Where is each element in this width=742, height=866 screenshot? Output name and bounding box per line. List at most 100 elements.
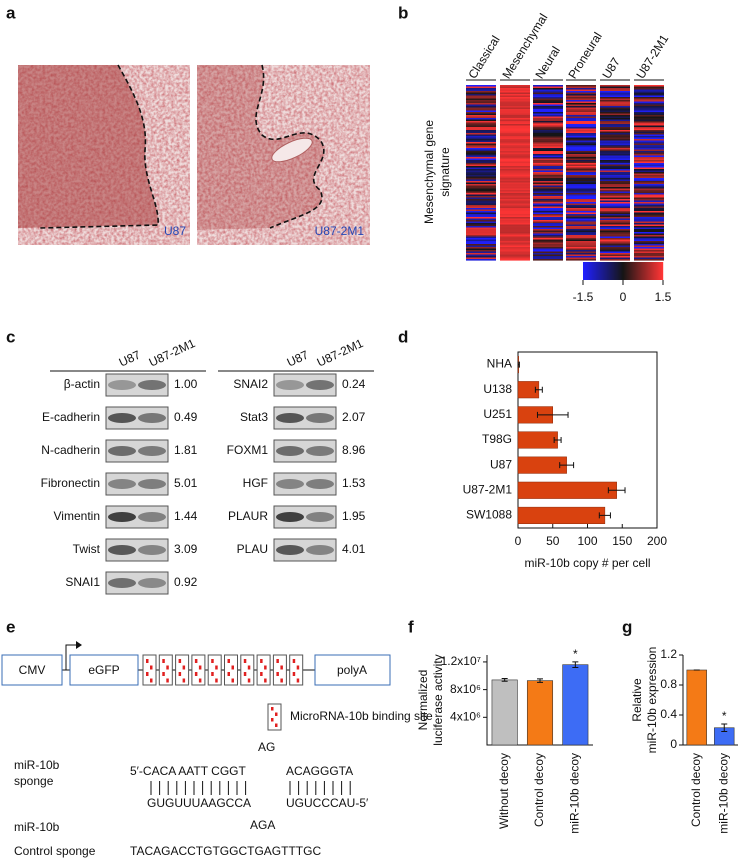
heatmap-cell <box>533 209 563 212</box>
category-label: U251 <box>483 407 512 421</box>
heatmap-cell <box>533 125 563 128</box>
blot-band <box>306 545 334 555</box>
heatmap-cell <box>600 236 630 239</box>
heatmap-cell <box>600 133 630 135</box>
heatmap-cell <box>500 91 530 93</box>
blot-band <box>108 413 136 423</box>
bulge: AG <box>258 740 275 754</box>
heatmap-cell <box>600 188 630 191</box>
colorbar-cell <box>634 262 636 280</box>
heatmap-cell <box>466 241 496 243</box>
colorbar-cell <box>590 262 592 280</box>
heatmap-cell <box>600 119 630 122</box>
bar <box>526 680 554 746</box>
heatmap-cell <box>634 229 664 231</box>
heatmap-cell <box>600 248 630 251</box>
element-label: eGFP <box>88 663 119 677</box>
heatmap-cell <box>634 146 664 149</box>
heatmap-cell <box>466 86 496 89</box>
blot-band <box>276 545 304 555</box>
heatmap-cell <box>600 158 630 161</box>
heatmap-cell <box>466 152 496 155</box>
category-label: SW1088 <box>466 508 512 522</box>
heatmap-cell <box>466 122 496 125</box>
heatmap-cell <box>533 206 563 209</box>
heatmap-cell <box>533 232 563 234</box>
heatmap-cell <box>634 119 664 122</box>
heatmap-cell <box>466 209 496 212</box>
colorbar-cell <box>596 262 598 280</box>
heatmap-cell <box>566 140 596 143</box>
heatmap-cell <box>466 194 496 197</box>
heatmap-cell <box>533 257 563 260</box>
promoter-arrow <box>65 644 78 670</box>
lane-label: U87-2M1 <box>147 336 198 370</box>
x-tick-label: 50 <box>546 534 560 548</box>
heatmap-cell <box>566 145 596 147</box>
heatmap-cell <box>466 106 496 108</box>
heatmap-cell <box>533 115 563 117</box>
blot-strip <box>105 505 169 529</box>
heatmap-cell <box>634 95 664 98</box>
heatmap-cell <box>500 109 530 111</box>
heatmap-cell <box>500 158 530 161</box>
heatmap-cell <box>533 134 563 137</box>
heatmap-cell <box>600 245 630 248</box>
heatmap-cell <box>500 188 530 191</box>
heatmap-cell <box>600 151 630 153</box>
panel-label: b <box>398 3 408 22</box>
heatmap-cell <box>466 226 496 228</box>
heatmap-cell <box>600 257 630 260</box>
heatmap-cell <box>566 151 596 153</box>
heatmap-cell <box>566 115 596 117</box>
heatmap-cell <box>533 89 563 92</box>
heatmap-cell <box>634 226 664 228</box>
heatmap-cell <box>566 124 596 126</box>
blot-band <box>138 413 166 423</box>
heatmap-cell <box>634 164 664 167</box>
heatmap-cell <box>533 182 563 185</box>
heatmap-cell <box>566 247 596 249</box>
heatmap-cell <box>566 185 596 188</box>
heatmap-cell <box>634 131 664 134</box>
protein-label: HGF <box>243 476 268 490</box>
heatmap-cell <box>533 250 563 252</box>
heatmap-cell <box>600 190 630 192</box>
heatmap-cell <box>500 251 530 254</box>
tumor-boundary <box>39 64 159 229</box>
site-dot <box>260 659 263 663</box>
heatmap-cell <box>600 214 630 216</box>
heatmap-cell <box>566 127 596 129</box>
heatmap-cell <box>566 175 596 177</box>
heatmap-cell <box>533 158 563 161</box>
heatmap-cell <box>566 155 596 158</box>
heatmap-cell <box>533 116 563 119</box>
y-tick-label: 8x10⁶ <box>450 682 481 696</box>
heatmap-cell <box>600 106 630 108</box>
colorbar-cell <box>639 262 641 280</box>
heatmap-cell <box>466 197 496 200</box>
blot-strip <box>105 538 169 562</box>
heatmap-cell <box>500 85 530 87</box>
colorbar-cell <box>631 262 633 280</box>
heatmap-cell <box>533 196 563 198</box>
heatmap-cell <box>634 256 664 258</box>
heatmap-cell <box>566 143 596 146</box>
site-dot <box>211 659 214 663</box>
heatmap-cell <box>466 127 496 129</box>
heatmap-cell <box>466 236 496 239</box>
heatmap-cell <box>466 220 496 222</box>
heatmap-cell <box>533 145 563 147</box>
heatmap-cell <box>600 110 630 113</box>
heatmap-cell <box>600 170 630 173</box>
heatmap-cell <box>533 164 563 167</box>
heatmap-cell <box>566 190 596 192</box>
colorbar-cell <box>602 262 604 280</box>
heatmap-cell <box>500 248 530 251</box>
heatmap-cell <box>466 248 496 251</box>
heatmap-cell <box>500 206 530 209</box>
heatmap-cell <box>634 124 664 126</box>
protein-label: PLAUR <box>228 509 268 523</box>
ratio: 1.00 <box>174 377 198 391</box>
heatmap-cell <box>566 224 596 227</box>
